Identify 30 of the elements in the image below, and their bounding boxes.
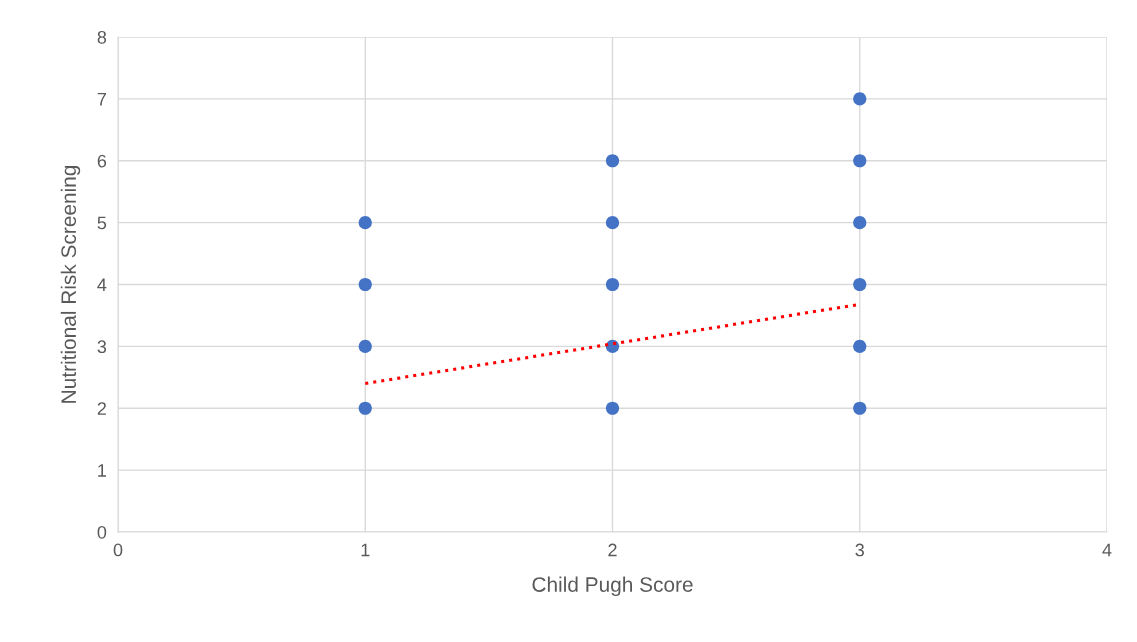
point (358, 401, 372, 415)
y-tick-label: 5 (97, 216, 107, 230)
point (358, 216, 372, 230)
y-tick-label: 7 (97, 93, 106, 106)
point (605, 401, 620, 415)
x-axis-title: Child Pugh Score (532, 576, 693, 597)
point (853, 216, 867, 230)
point (605, 216, 620, 230)
x-tick-label: 1 (361, 543, 370, 557)
point (358, 277, 372, 292)
point (605, 277, 620, 292)
point (853, 154, 867, 168)
x-tick-label: 3 (855, 543, 864, 557)
y-tick-label: 3 (97, 340, 107, 354)
x-tick-label: 2 (608, 543, 617, 557)
y-tick-label: 8 (97, 30, 107, 44)
point (853, 339, 867, 353)
y-tick-label: 2 (97, 402, 106, 415)
y-tick-label: 1 (98, 464, 107, 477)
y-tick-label: 6 (97, 154, 107, 168)
point (853, 277, 867, 292)
point (358, 339, 372, 353)
y-tick-label: 0 (97, 525, 107, 539)
point (605, 154, 620, 168)
y-tick-label: 4 (97, 278, 107, 292)
point (853, 92, 867, 106)
x-tick-label: 4 (1102, 543, 1112, 557)
x-tick-label: 0 (113, 543, 123, 557)
point (853, 401, 867, 415)
y-axis-title: Nutritional Risk Screening (60, 165, 81, 403)
